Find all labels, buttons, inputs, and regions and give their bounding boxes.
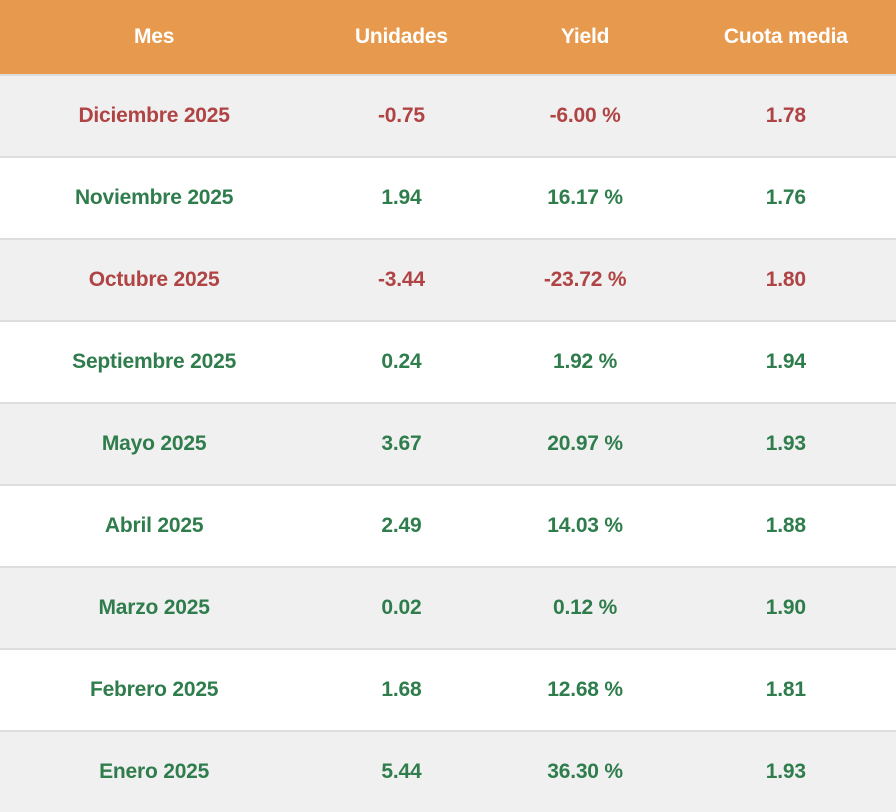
table-row: Septiembre 2025 0.24 1.92 % 1.94 bbox=[0, 321, 896, 403]
cell-cuota-media: 1.81 bbox=[765, 678, 806, 701]
cell-cuota-media: 1.94 bbox=[765, 350, 806, 373]
cell-mes: Marzo 2025 bbox=[98, 596, 210, 619]
table-body: Diciembre 2025 -0.75 -6.00 % 1.78 Noviembre … bbox=[0, 75, 896, 812]
cell-mes: Diciembre 2025 bbox=[78, 104, 230, 127]
cell-mes: Enero 2025 bbox=[99, 760, 210, 783]
table-row: Febrero 2025 1.68 12.68 % 1.81 bbox=[0, 649, 896, 731]
table-row: Marzo 2025 0.02 0.12 % 1.90 bbox=[0, 567, 896, 649]
table-header: Mes Unidades Yield Cuota media bbox=[0, 0, 896, 76]
table-row: Diciembre 2025 -0.75 -6.00 % 1.78 bbox=[0, 75, 896, 157]
cell-yield: 20.97 % bbox=[547, 432, 623, 455]
cell-yield: 1.92 % bbox=[552, 350, 618, 373]
cell-yield: 0.12 % bbox=[552, 596, 618, 619]
cell-unidades: -0.75 bbox=[377, 104, 425, 127]
cell-cuota-media: 1.93 bbox=[765, 760, 806, 783]
table-row: Octubre 2025 -3.44 -23.72 % 1.80 bbox=[0, 239, 896, 321]
header-row: Mes Unidades Yield Cuota media bbox=[0, 0, 896, 76]
cell-cuota-media: 1.76 bbox=[765, 186, 806, 209]
cell-yield: 16.17 % bbox=[547, 186, 623, 209]
cell-unidades: 1.94 bbox=[381, 186, 422, 209]
table-row: Abril 2025 2.49 14.03 % 1.88 bbox=[0, 485, 896, 567]
cell-yield: -23.72 % bbox=[543, 268, 627, 291]
column-header-mes: Mes bbox=[0, 0, 309, 76]
cell-unidades: -3.44 bbox=[377, 268, 425, 291]
cell-unidades: 3.67 bbox=[381, 432, 422, 455]
cell-mes: Mayo 2025 bbox=[101, 432, 207, 455]
cell-unidades: 2.49 bbox=[381, 514, 422, 537]
cell-cuota-media: 1.93 bbox=[765, 432, 806, 455]
cell-unidades: 1.68 bbox=[381, 678, 422, 701]
cell-unidades: 5.44 bbox=[381, 760, 422, 783]
cell-cuota-media: 1.88 bbox=[765, 514, 806, 537]
cell-mes: Noviembre 2025 bbox=[74, 186, 234, 209]
table-row: Enero 2025 5.44 36.30 % 1.93 bbox=[0, 731, 896, 812]
cell-cuota-media: 1.90 bbox=[765, 596, 806, 619]
cell-yield: -6.00 % bbox=[549, 104, 621, 127]
cell-yield: 36.30 % bbox=[547, 760, 623, 783]
cell-mes: Septiembre 2025 bbox=[72, 350, 237, 373]
column-header-unidades: Unidades bbox=[308, 0, 495, 76]
cell-yield: 12.68 % bbox=[547, 678, 623, 701]
cell-cuota-media: 1.80 bbox=[765, 268, 806, 291]
table-row: Mayo 2025 3.67 20.97 % 1.93 bbox=[0, 403, 896, 485]
cell-mes: Abril 2025 bbox=[104, 514, 204, 537]
table-row: Noviembre 2025 1.94 16.17 % 1.76 bbox=[0, 157, 896, 239]
cell-unidades: 0.02 bbox=[381, 596, 422, 619]
cell-yield: 14.03 % bbox=[547, 514, 623, 537]
column-header-cuota-media: Cuota media bbox=[675, 0, 896, 76]
cell-cuota-media: 1.78 bbox=[765, 104, 806, 127]
cell-mes: Febrero 2025 bbox=[89, 678, 219, 701]
column-header-yield: Yield bbox=[494, 0, 676, 76]
cell-unidades: 0.24 bbox=[381, 350, 422, 373]
cell-mes: Octubre 2025 bbox=[88, 268, 220, 291]
